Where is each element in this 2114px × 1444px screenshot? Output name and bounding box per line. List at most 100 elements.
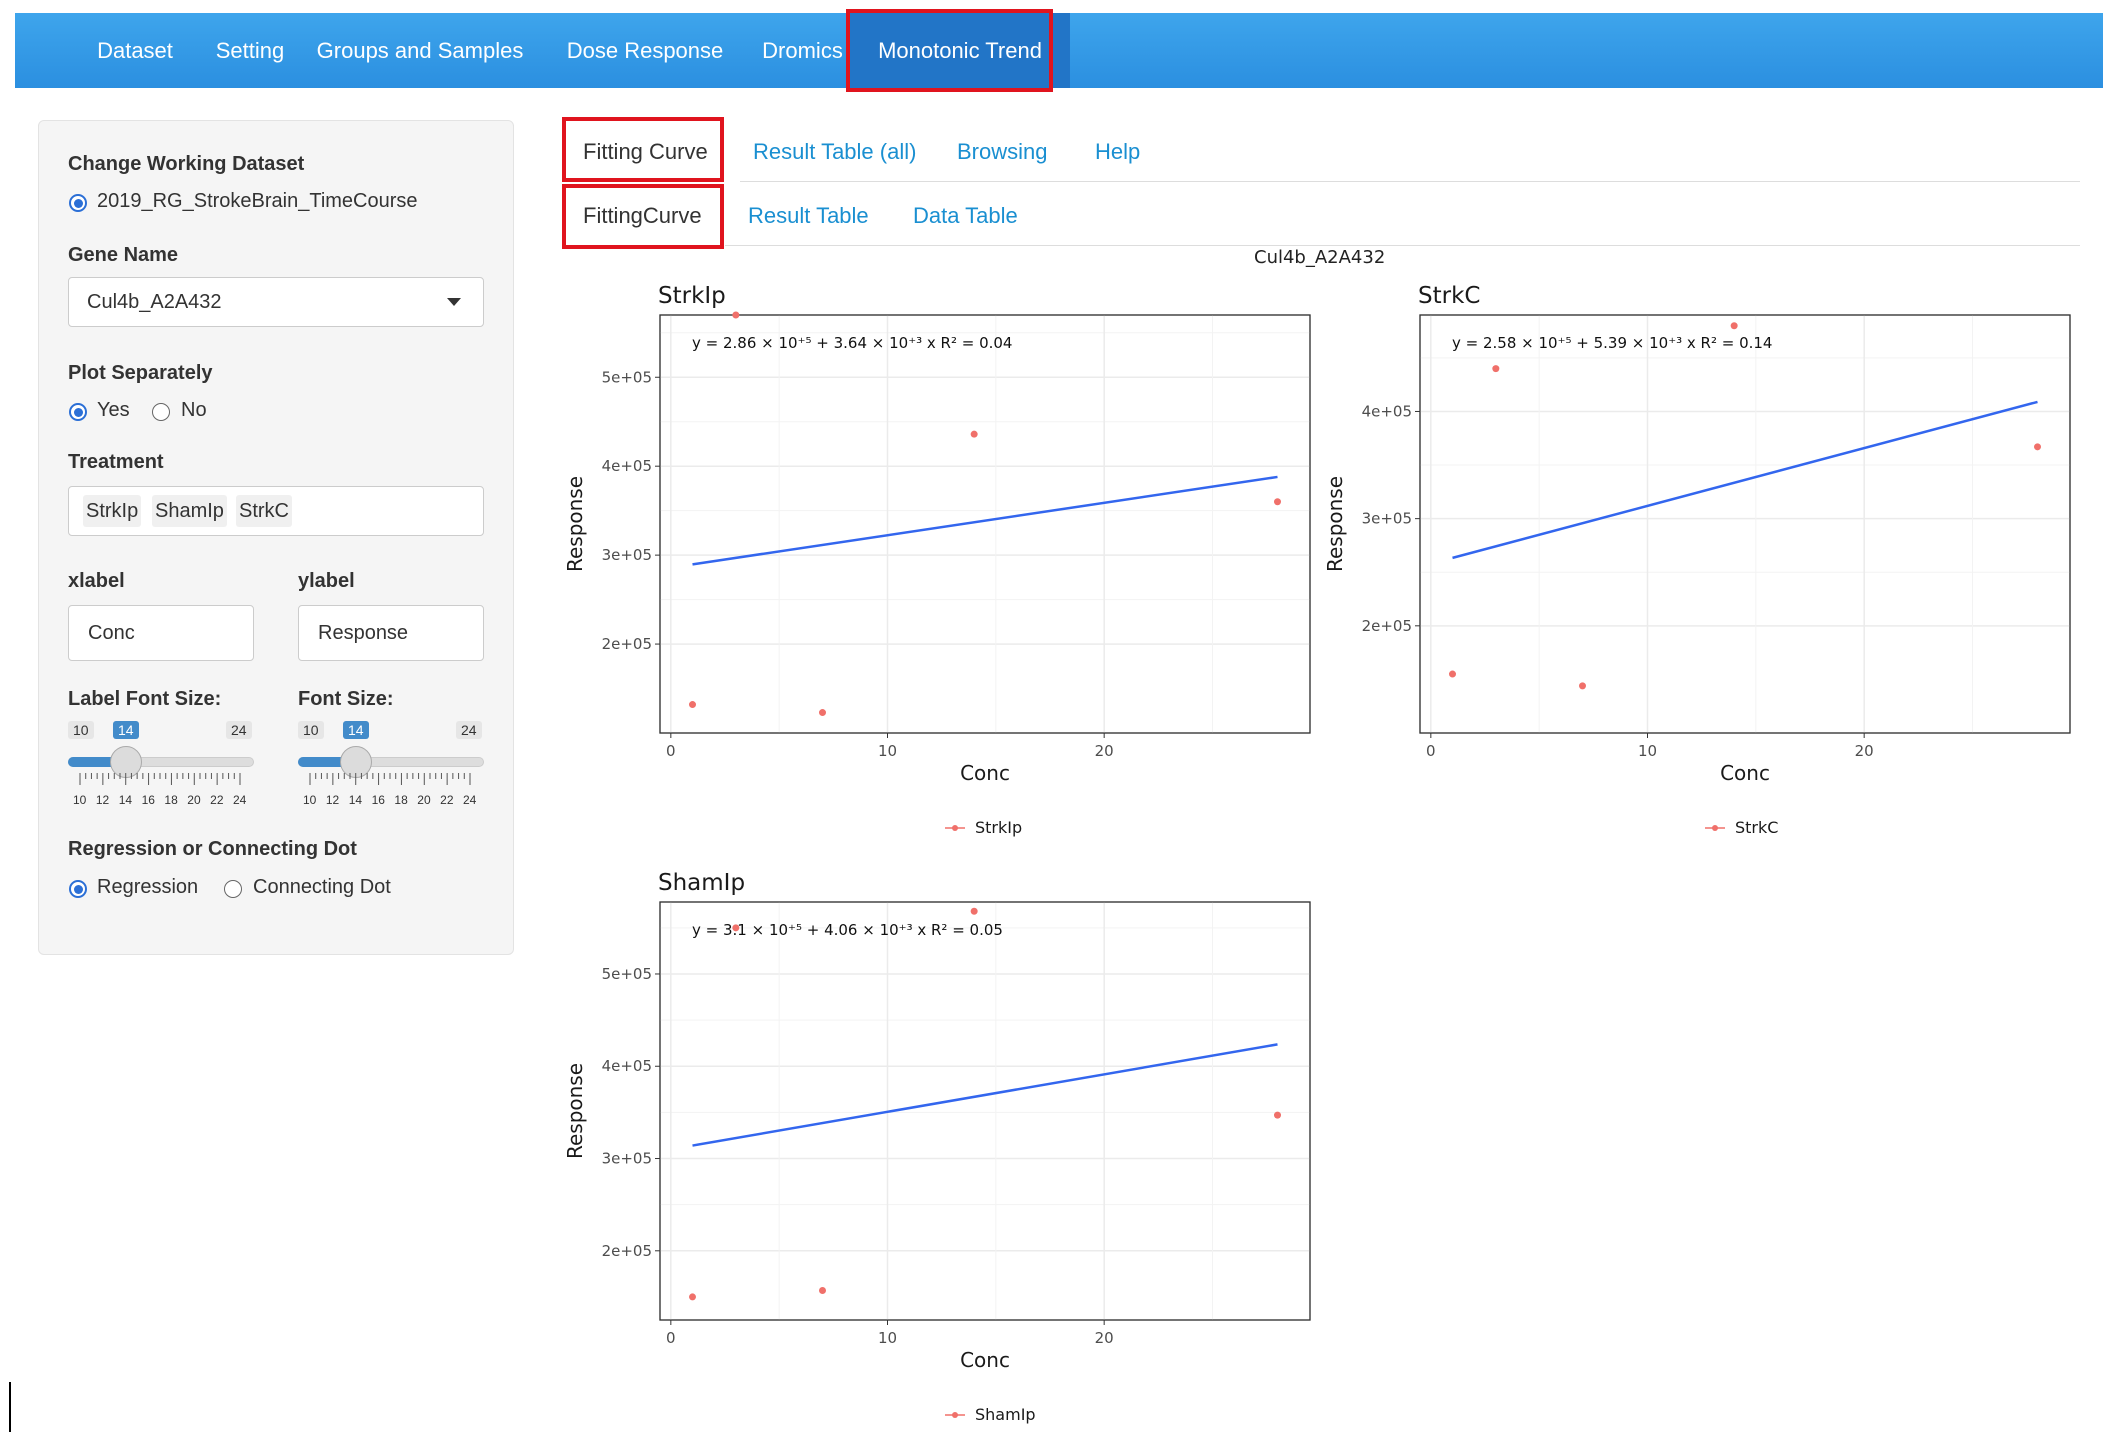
ylabel-input[interactable]: Response: [298, 605, 484, 661]
slider-tick-label: 12: [95, 793, 110, 807]
regression-line: [692, 475, 1278, 566]
xlabel-value: Conc: [88, 622, 135, 644]
x-tick-label: 10: [878, 742, 897, 760]
legend-label: StrkC: [1735, 818, 1778, 837]
plot-separately-no-radio[interactable]: [152, 403, 170, 421]
gene-name-value: Cul4b_A2A432: [87, 291, 222, 313]
tab-browsing[interactable]: Browsing: [957, 139, 1048, 164]
subtab-result-table[interactable]: Result Table: [748, 203, 869, 228]
plot-panel: [1419, 314, 2071, 734]
chart-title: StrkC: [1418, 283, 1480, 309]
nav-setting[interactable]: Setting: [215, 38, 285, 63]
y-tick-label: 2e+05: [602, 1242, 652, 1260]
data-point: [2034, 443, 2041, 451]
data-point: [970, 430, 978, 438]
legend-key-point: [952, 1412, 958, 1418]
treatment-chip[interactable]: ShamIp: [152, 495, 227, 527]
slider-tick-label: 10: [303, 793, 317, 807]
fitting-curve-chart: 2e+05 3e+05 4e+05 5e+05 0 10 20 ShamIp Conc Respo…: [560, 857, 1320, 1437]
fitting-curve-chart: 2e+05 3e+05 4e+05 5e+05 0 10 20 StrkIp Conc Respo…: [560, 270, 1320, 850]
tab-result-table-all[interactable]: Result Table (all): [753, 139, 917, 164]
slider-max-label: 24: [456, 721, 482, 739]
slider-tick-label: 14: [348, 793, 363, 807]
slider-tick-label: 12: [325, 793, 340, 807]
x-tick-label: 20: [1095, 742, 1114, 760]
x-tick-label: 0: [666, 1329, 676, 1347]
top-navbar: Dataset Setting Groups and Samples Dose …: [15, 13, 2103, 88]
y-tick-label: 3e+05: [602, 1150, 652, 1168]
plot-border: [659, 901, 1311, 1321]
slider-handle[interactable]: [110, 746, 142, 778]
y-tick-label: 5e+05: [602, 368, 652, 386]
data-point: [1274, 498, 1281, 506]
x-tick-label: 20: [1855, 742, 1874, 760]
regression-line: [1452, 400, 2038, 560]
y-tick-label: 2e+05: [1362, 617, 1412, 635]
nav-dromics[interactable]: Dromics: [762, 38, 843, 63]
plot-separately-yes-radio[interactable]: [69, 403, 87, 421]
plot-panel: [659, 314, 1311, 734]
dataset-option-label: 2019_RG_StrokeBrain_TimeCourse: [97, 190, 418, 212]
regression-line: [692, 1043, 1278, 1147]
subtab-fittingcurve[interactable]: FittingCurve: [583, 203, 702, 228]
regression-label: Regression or Connecting Dot: [68, 838, 357, 860]
label-font-size-slider[interactable]: 10 14 24 10 12 14 16 18 20 22 24: [68, 721, 254, 821]
gene-name-select[interactable]: Cul4b_A2A432: [68, 277, 484, 327]
xlabel-input[interactable]: Conc: [68, 605, 254, 661]
x-axis-label: Conc: [960, 1348, 1010, 1372]
slider-current-value: 14: [343, 721, 369, 739]
plot-separately-label: Plot Separately: [68, 362, 213, 384]
data-point: [689, 1293, 696, 1301]
slider-tick-label: 16: [141, 793, 155, 807]
slider-current-value: 14: [113, 721, 139, 739]
nav-groups-and-samples[interactable]: Groups and Samples: [316, 38, 524, 63]
dataset-label: Change Working Dataset: [68, 153, 305, 175]
slider-tick-label: 18: [394, 793, 408, 807]
y-tick-label: 4e+05: [602, 457, 652, 475]
nav-dose-response[interactable]: Dose Response: [566, 38, 724, 63]
y-tick-label: 2e+05: [602, 635, 652, 653]
slider-handle[interactable]: [340, 746, 372, 778]
chart-svg: 2e+05 3e+05 4e+05 5e+05 0 10 20 StrkIp Conc Respo…: [563, 283, 1311, 837]
regression-radio[interactable]: [69, 880, 87, 898]
x-tick-label: 10: [878, 1329, 897, 1347]
font-size-label: Font Size:: [298, 688, 394, 710]
plot-separately-no-label: No: [181, 399, 207, 421]
legend-key-point: [952, 825, 958, 831]
font-size-slider[interactable]: 10 14 24 10 12 14 16 18 20 22 24: [298, 721, 484, 821]
y-tick-label: 5e+05: [602, 965, 652, 983]
legend-label: StrkIp: [975, 818, 1022, 837]
nav-monotonic-trend[interactable]: Monotonic Trend: [850, 13, 1070, 88]
slider-ticks: [309, 773, 471, 785]
tab-fitting-curve[interactable]: Fitting Curve: [583, 139, 708, 164]
y-tick-label: 4e+05: [1362, 402, 1412, 420]
x-tick-label: 20: [1095, 1329, 1114, 1347]
y-axis-label: Response: [1323, 476, 1347, 572]
slider-tick-label: 24: [233, 793, 247, 807]
slider-tick-label: 22: [440, 793, 454, 807]
slider-tick-label: 22: [210, 793, 224, 807]
slider-tick-label: 14: [118, 793, 133, 807]
tab-help[interactable]: Help: [1095, 139, 1141, 164]
data-point: [1492, 365, 1500, 373]
y-axis-label: Response: [563, 1063, 587, 1159]
slider-min-label: 10: [68, 721, 94, 739]
treatment-chip[interactable]: StrkIp: [83, 495, 142, 527]
connecting-dot-radio[interactable]: [224, 880, 242, 898]
data-point: [732, 311, 740, 319]
x-tick-label: 10: [1638, 742, 1657, 760]
treatment-label: Treatment: [68, 451, 164, 473]
ylabel-label: ylabel: [298, 570, 355, 592]
dataset-radio[interactable]: [69, 194, 87, 212]
y-axis-label: Response: [563, 476, 587, 572]
slider-fill: [298, 757, 357, 767]
data-point: [819, 709, 826, 717]
slider-ticks: [79, 773, 241, 785]
treatment-chip[interactable]: StrkC: [236, 495, 292, 527]
treatment-select[interactable]: StrkIp ShamIp StrkC: [68, 486, 484, 536]
data-point: [1579, 682, 1586, 690]
tab-divider: [740, 181, 2080, 182]
plot-title: Cul4b_A2A432: [1254, 247, 1386, 268]
subtab-data-table[interactable]: Data Table: [913, 203, 1018, 228]
nav-dataset[interactable]: Dataset: [97, 38, 173, 63]
